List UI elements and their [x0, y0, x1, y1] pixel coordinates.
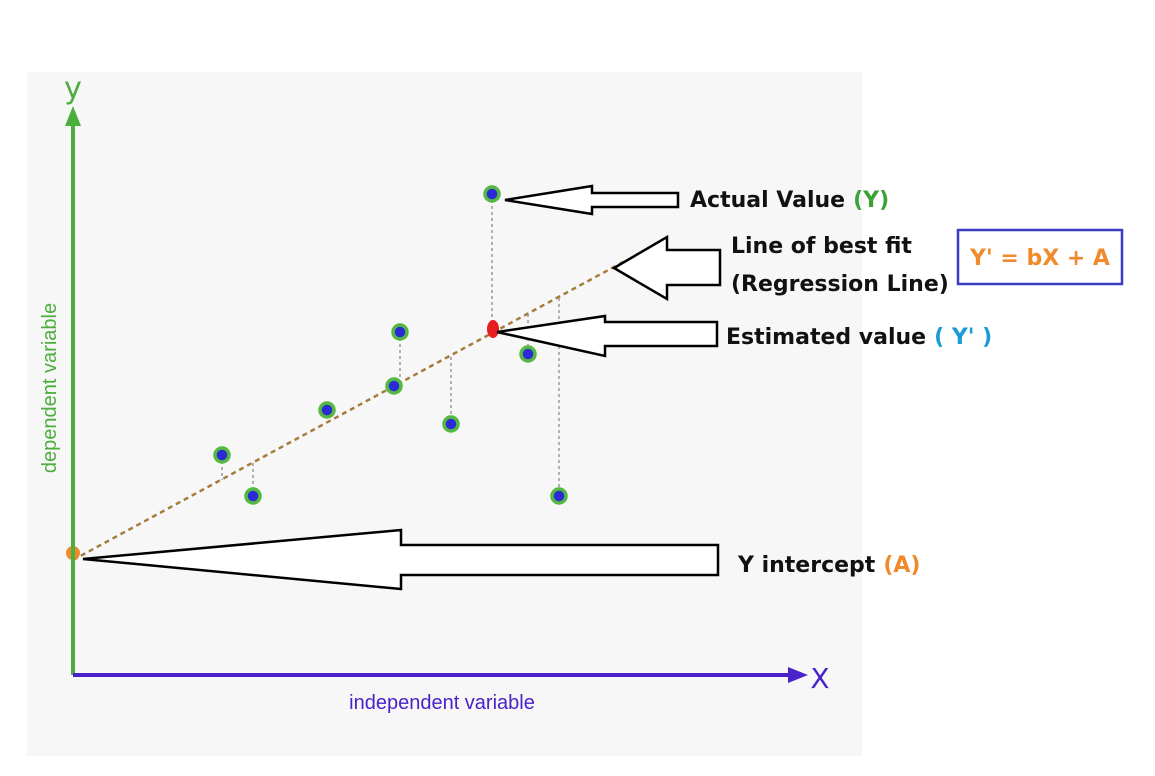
regression-line	[72, 259, 626, 562]
y-intercept-symbol: (A)	[883, 553, 920, 578]
data-points	[213, 185, 568, 505]
hollow-left-arrow-icon	[82, 528, 720, 591]
data-point-dot	[318, 401, 336, 419]
y-axis-arrow-icon	[65, 106, 81, 126]
y-axis-letter: y	[64, 71, 82, 106]
best-fit-label-line1: Line of best fit	[731, 234, 912, 259]
annotation-texts: Actual Value (Y) Line of best fit (Regres…	[690, 188, 992, 578]
data-point-dot	[483, 185, 501, 203]
x-axis-arrow-icon	[788, 667, 808, 683]
actual-value-symbol: (Y)	[853, 188, 889, 213]
data-point-dot	[391, 323, 409, 341]
x-axis-letter: X	[810, 662, 829, 695]
background-panels	[27, 72, 862, 756]
x-axis-label: independent variable	[349, 692, 535, 714]
best-fit-label-line2: (Regression Line)	[731, 272, 949, 297]
x-axis: X independent variable	[73, 662, 830, 714]
annotation-arrows	[82, 184, 722, 591]
data-point-dot	[550, 487, 568, 505]
formula-box: Y' = bX + A	[956, 228, 1124, 286]
estimated-value-label: Estimated value( Y' )	[726, 325, 992, 350]
actual-value-label: Actual Value (Y)	[690, 188, 889, 213]
data-point-dot	[519, 345, 537, 363]
data-point-dot	[213, 446, 231, 464]
y-axis-label: dependent variable	[39, 303, 61, 473]
data-point-dot	[244, 487, 262, 505]
hollow-left-arrow-icon	[611, 234, 722, 302]
data-point-dot	[442, 415, 460, 433]
data-point-dot	[385, 377, 403, 395]
hollow-left-arrow-icon	[504, 184, 680, 216]
hollow-left-arrow-icon	[496, 314, 719, 358]
formula-text: Y' = bX + A	[969, 246, 1110, 271]
y-axis: y dependent variable	[39, 71, 82, 675]
y-intercept-label: Y intercept (A)	[737, 553, 920, 578]
estimated-value-marker	[487, 320, 499, 338]
estimated-value-symbol: ( Y' )	[934, 325, 992, 350]
